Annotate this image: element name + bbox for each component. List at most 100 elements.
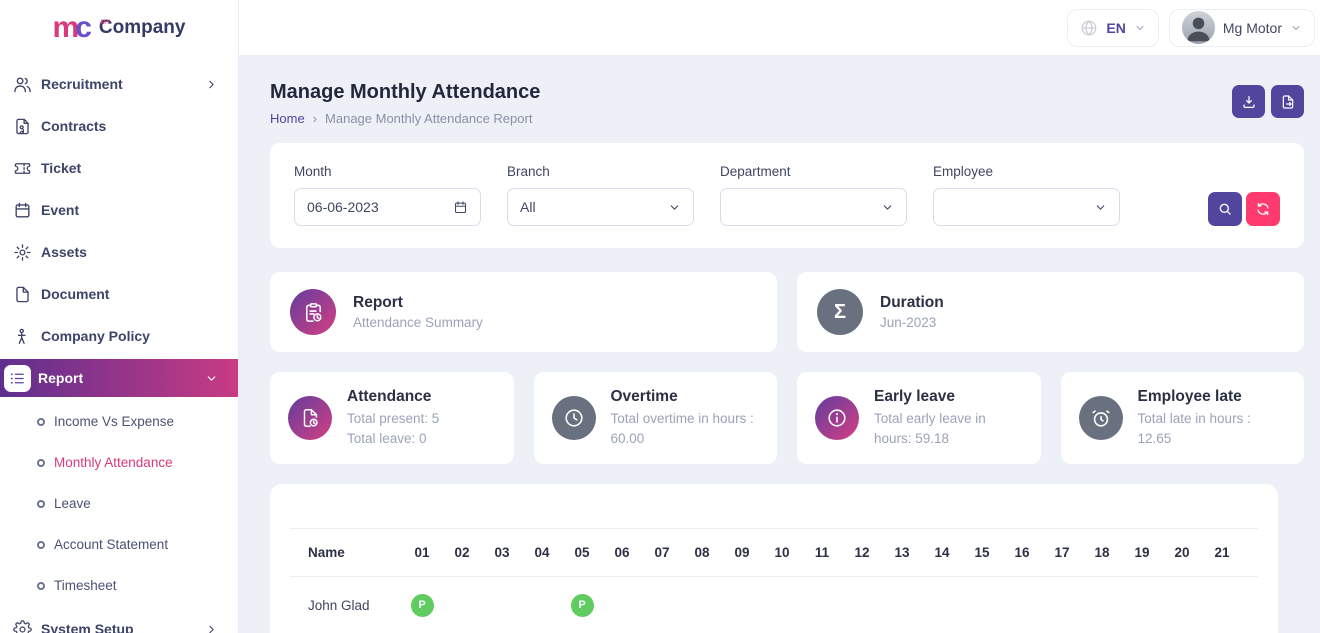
- sidebar-item-monthly-attendance[interactable]: Monthly Attendance: [0, 442, 238, 483]
- card-title: Duration: [880, 294, 944, 311]
- month-label: Month: [294, 164, 332, 179]
- sidebar-item-income-vs-expense[interactable]: Income Vs Expense: [0, 401, 238, 442]
- card-title: Attendance: [347, 387, 432, 405]
- user-avatar: [1181, 11, 1215, 44]
- sidebar-item-contracts[interactable]: Contracts: [0, 105, 238, 147]
- card-title: Early leave: [874, 387, 956, 405]
- day-column-header: 10: [774, 545, 790, 560]
- search-icon: [1219, 203, 1231, 215]
- day-column-header: 01: [414, 545, 430, 560]
- day-column-header: 06: [614, 545, 630, 560]
- user-menu[interactable]: Mg Motor: [1168, 8, 1315, 47]
- bullet-icon: [37, 458, 45, 467]
- sidebar-item-timesheet[interactable]: Timesheet: [0, 565, 238, 606]
- sidebar-item-leave[interactable]: Leave: [0, 483, 238, 524]
- sidebar-item-event[interactable]: Event: [0, 189, 238, 231]
- sidebar-item-recruitment[interactable]: Recruitment: [0, 63, 238, 105]
- globe-icon: [1082, 20, 1097, 35]
- day-column-header: 12: [854, 545, 870, 560]
- bullet-icon: [37, 540, 45, 549]
- chevron-down-icon: [1136, 25, 1144, 30]
- breadcrumb-home-link[interactable]: Home: [270, 111, 305, 126]
- filter-card: Month 06-06-2023 Branch All Department E…: [270, 143, 1304, 248]
- sidebar-item-label: Company Policy: [41, 328, 150, 344]
- employee-select[interactable]: [933, 188, 1120, 226]
- stat-values: Total early leave in hours: 59.18: [874, 410, 986, 446]
- attendance-table-card: Name 01 02 03 04 05 06 07 08 09 10 11 12 13 14 15 16 17 1…: [270, 484, 1278, 633]
- branch-value: All: [520, 199, 536, 215]
- month-value: 06-06-2023: [307, 199, 379, 215]
- day-column-header: 09: [734, 545, 750, 560]
- breadcrumb: Home › Manage Monthly Attendance Report: [270, 111, 540, 126]
- doc-clock-icon: [288, 396, 332, 440]
- document-icon: [16, 286, 29, 302]
- search-button[interactable]: [1208, 192, 1242, 226]
- duration-card: Σ Duration Jun-2023: [797, 272, 1304, 352]
- users-icon: [14, 76, 31, 92]
- employee-label: Employee: [933, 164, 994, 179]
- report-list-icon: [4, 364, 31, 392]
- sidebar-item-label: Contracts: [41, 118, 107, 134]
- card-subtitle: Attendance Summary: [353, 315, 483, 330]
- early-leave-stat-card: Early leave Total early leave in hours: …: [797, 372, 1041, 464]
- calendar-icon: [454, 200, 467, 213]
- day-column-header: 18: [1094, 545, 1110, 560]
- bullet-icon: [37, 417, 45, 426]
- sidebar-item-company-policy[interactable]: Company Policy: [0, 315, 238, 357]
- sidebar-item-report[interactable]: Report: [0, 359, 238, 397]
- day-column-header: 19: [1134, 545, 1150, 560]
- chevron-down-icon: [1096, 204, 1105, 210]
- language-selector[interactable]: EN: [1067, 8, 1159, 47]
- stat-values: Total overtime in hours : 60.00: [610, 410, 754, 446]
- day-column-header: 16: [1014, 545, 1030, 560]
- sidebar-item-account-statement[interactable]: Account Statement: [0, 524, 238, 565]
- gear-icon: [13, 619, 32, 633]
- sidebar-item-ticket[interactable]: Ticket: [0, 147, 238, 189]
- contract-icon: [16, 118, 29, 134]
- department-select[interactable]: [720, 188, 907, 226]
- sidebar-item-document[interactable]: Document: [0, 273, 238, 315]
- ticket-icon: [14, 162, 31, 174]
- sidebar-item-label: Report: [38, 370, 84, 386]
- file-export-icon: [1282, 94, 1293, 109]
- day-cell: P: [402, 593, 442, 617]
- clock-icon: [551, 396, 596, 440]
- report-submenu: Income Vs Expense Monthly Attendance Lea…: [0, 399, 238, 608]
- sub-item-label: Monthly Attendance: [54, 455, 173, 470]
- day-column-header: 17: [1054, 545, 1070, 560]
- sigma-icon: Σ: [817, 289, 863, 335]
- sidebar-item-assets[interactable]: Assets: [0, 231, 238, 273]
- stat-values: Total late in hours : 12.65: [1137, 410, 1251, 446]
- sidebar-item-label: Ticket: [41, 160, 82, 176]
- topbar: EN Mg Motor: [239, 0, 1320, 55]
- export-button[interactable]: [1271, 85, 1304, 118]
- day-column-header: 13: [894, 545, 910, 560]
- chevron-right-icon: [209, 625, 214, 633]
- sidebar-item-system-setup[interactable]: System Setup: [0, 608, 238, 633]
- bullet-icon: [37, 581, 45, 590]
- download-button[interactable]: [1232, 85, 1265, 118]
- month-input[interactable]: 06-06-2023: [294, 188, 481, 226]
- card-title: Overtime: [610, 387, 678, 405]
- reset-button[interactable]: [1246, 192, 1280, 226]
- day-column-header: 02: [454, 545, 470, 560]
- name-column-header: Name: [308, 545, 345, 560]
- brand-name: MY Company: [98, 16, 186, 38]
- table-header-row: Name 01 02 03 04 05 06 07 08 09 10 11 12 13 14 15 16 17 1…: [290, 528, 1258, 577]
- present-badge: P: [410, 593, 434, 617]
- chevron-right-icon: [209, 80, 214, 88]
- branch-label: Branch: [507, 164, 550, 179]
- calendar-icon: [15, 202, 30, 218]
- breadcrumb-current: Manage Monthly Attendance Report: [325, 111, 533, 126]
- employee-name: John Glad: [308, 597, 370, 613]
- card-title: Employee late: [1137, 387, 1242, 405]
- branch-select[interactable]: All: [507, 188, 694, 226]
- table-row: John Glad P P: [290, 577, 1258, 633]
- sub-item-label: Account Statement: [54, 537, 169, 552]
- employee-late-stat-card: Employee late Total late in hours : 12.6…: [1060, 372, 1304, 464]
- day-column-header: 03: [494, 545, 510, 560]
- bullet-icon: [37, 499, 45, 508]
- alarm-icon: [1078, 396, 1123, 440]
